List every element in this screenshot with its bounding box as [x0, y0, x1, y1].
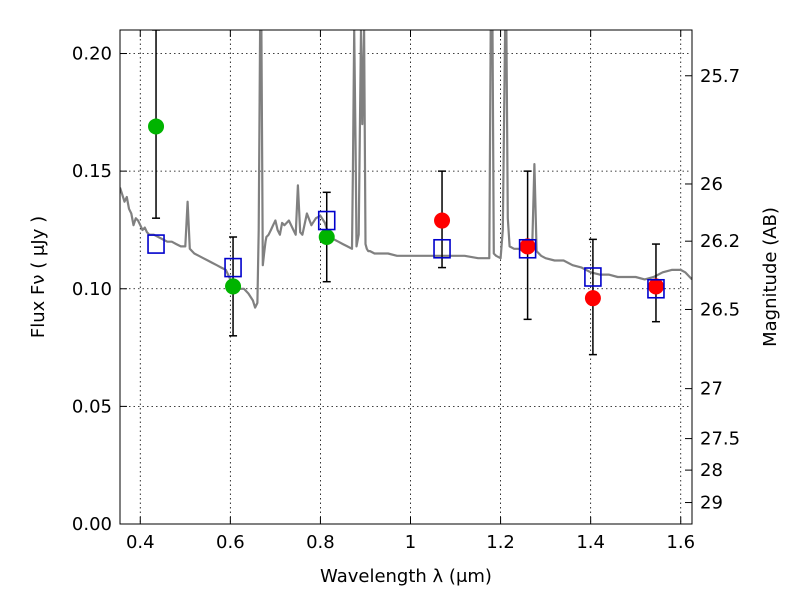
model-flux-square: [433, 238, 451, 259]
y2-tick-label: 25.7: [700, 66, 740, 87]
observed-flux-point: [318, 229, 335, 246]
observed-flux-point: [519, 238, 536, 255]
x-tick-label: 0.8: [306, 532, 335, 553]
error-bars: [152, 30, 660, 356]
model-flux-points: [147, 210, 665, 299]
observed-flux-points: [148, 118, 664, 307]
y-tick-label: 0.10: [72, 279, 112, 300]
model-flux-square: [224, 257, 242, 278]
observed-flux-point: [647, 278, 664, 295]
model-flux-square: [317, 210, 336, 231]
y2-tick-label: 27.5: [700, 429, 740, 450]
y-tick-label: 0.00: [72, 514, 112, 535]
y-tick-label: 0.05: [72, 396, 112, 417]
observed-flux-point: [225, 278, 242, 295]
model-flux-square: [147, 234, 165, 254]
y2-tick-label: 26.2: [700, 231, 740, 252]
x-axis: 0.4 0.6 0.8 1 1.2 1.4 1.6: [126, 30, 695, 553]
y2-tick-label: 26: [700, 174, 723, 195]
y2-tick-label: 27: [700, 379, 723, 400]
plot-frame: [119, 29, 693, 525]
x-tick-label: 0.6: [216, 532, 245, 553]
model-spectrum-layer: [120, 30, 692, 309]
model-spectrum-line: [120, 30, 692, 309]
y2-tick-label: 28: [700, 460, 723, 481]
grid-lines: [120, 30, 692, 525]
x-tick-label: 0.4: [126, 532, 155, 553]
observed-flux-point: [434, 212, 451, 229]
y2-tick-label: 29: [700, 493, 723, 514]
x-tick-label: 1.6: [666, 532, 695, 553]
x-tick-label: 1.4: [576, 532, 605, 553]
y-axis: 0.00 0.05 0.10 0.15 0.20: [72, 44, 127, 535]
y-tick-label: 0.20: [72, 44, 112, 65]
observed-flux-point: [584, 290, 601, 307]
model-flux-square: [518, 238, 537, 259]
y2-tick-label: 26.5: [700, 299, 740, 320]
model-flux-square: [584, 267, 602, 287]
y-tick-label: 0.15: [72, 161, 112, 182]
x-axis-title: Wavelength λ (μm): [320, 566, 492, 587]
y2-axis: 25.7 26 26.2 26.5 27 27.5 28 29: [685, 66, 740, 514]
x-tick-label: 1: [405, 532, 416, 553]
observed-flux-point: [148, 118, 165, 135]
y2-axis-title: Magnitude (AB): [760, 207, 781, 347]
model-flux-square: [647, 278, 665, 299]
x-tick-label: 1.2: [486, 532, 515, 553]
y-axis-title: Flux Fν ( μJy ): [28, 216, 49, 338]
